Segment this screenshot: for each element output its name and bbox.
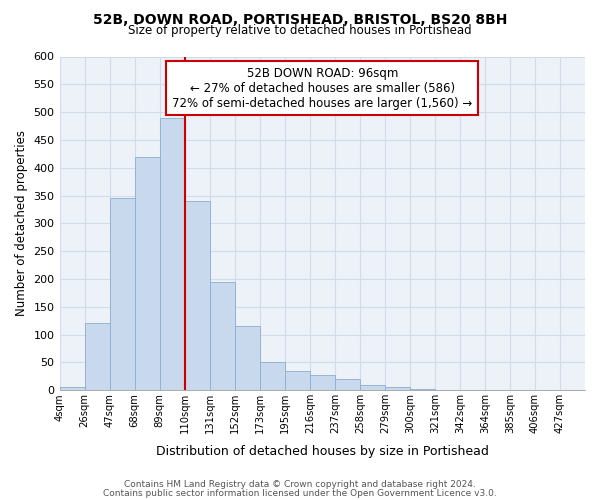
Text: Size of property relative to detached houses in Portishead: Size of property relative to detached ho… bbox=[128, 24, 472, 37]
Bar bbox=[134, 156, 160, 390]
Bar bbox=[110, 198, 134, 390]
Bar bbox=[59, 388, 85, 390]
Text: Contains public sector information licensed under the Open Government Licence v3: Contains public sector information licen… bbox=[103, 488, 497, 498]
Bar bbox=[185, 201, 209, 390]
Bar bbox=[335, 379, 360, 390]
Bar bbox=[160, 118, 185, 390]
Bar bbox=[385, 388, 410, 390]
Bar bbox=[260, 362, 285, 390]
Bar bbox=[360, 384, 385, 390]
Y-axis label: Number of detached properties: Number of detached properties bbox=[15, 130, 28, 316]
Bar bbox=[285, 371, 310, 390]
Text: 52B, DOWN ROAD, PORTISHEAD, BRISTOL, BS20 8BH: 52B, DOWN ROAD, PORTISHEAD, BRISTOL, BS2… bbox=[93, 12, 507, 26]
Bar bbox=[410, 389, 435, 390]
Bar bbox=[310, 374, 335, 390]
Bar bbox=[85, 324, 110, 390]
Text: 52B DOWN ROAD: 96sqm
← 27% of detached houses are smaller (586)
72% of semi-deta: 52B DOWN ROAD: 96sqm ← 27% of detached h… bbox=[172, 66, 472, 110]
Bar bbox=[209, 282, 235, 390]
X-axis label: Distribution of detached houses by size in Portishead: Distribution of detached houses by size … bbox=[156, 444, 489, 458]
Bar bbox=[235, 326, 260, 390]
Text: Contains HM Land Registry data © Crown copyright and database right 2024.: Contains HM Land Registry data © Crown c… bbox=[124, 480, 476, 489]
